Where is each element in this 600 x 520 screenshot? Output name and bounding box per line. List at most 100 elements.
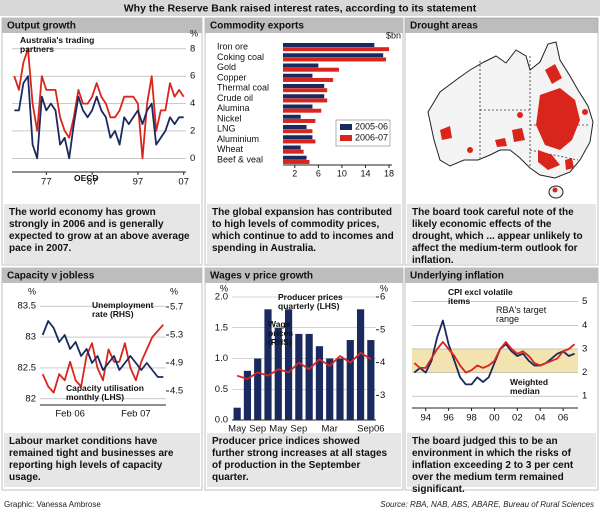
x-tick-label: Sep xyxy=(249,424,266,435)
series-label: Capacity utilisation monthly (LHS) xyxy=(66,383,144,402)
panel-header xyxy=(205,268,403,283)
y-tick-label: 5 xyxy=(582,296,587,307)
series-label: OECD xyxy=(74,173,99,183)
category-label: Coking coal xyxy=(217,52,264,62)
drought-map: Drought areas xyxy=(405,18,598,199)
category-label: Copper xyxy=(217,72,247,82)
x-tick-label: 00 xyxy=(489,413,500,424)
panel-header xyxy=(405,18,598,33)
series-line xyxy=(41,324,164,394)
bar xyxy=(283,108,322,113)
y-unit: % xyxy=(190,28,198,38)
caption: The board judged this to be an environme… xyxy=(412,436,574,495)
panel-title: Underlying inflation xyxy=(410,271,504,282)
y-tick-label: 2 xyxy=(582,367,587,378)
bar xyxy=(367,340,375,420)
bar xyxy=(283,118,316,123)
x-tick-label: Mar xyxy=(322,424,338,435)
series-label: Wage prices (RHS) xyxy=(268,319,294,347)
y2-tick-label: 3 xyxy=(380,390,385,401)
category-label: Beef & veal xyxy=(217,154,263,164)
caption-bg xyxy=(407,204,596,264)
bar xyxy=(233,407,241,420)
panel-title: Capacity v jobless xyxy=(7,271,95,282)
y2-unit: % xyxy=(170,286,178,296)
panel-header xyxy=(205,18,403,33)
bar xyxy=(284,309,293,420)
category-label: LNG xyxy=(217,124,236,134)
bar xyxy=(283,88,328,93)
series-line xyxy=(14,75,184,160)
y-tick-label: 82 xyxy=(25,393,36,404)
caption: The world economy has grown strongly in … xyxy=(9,207,190,254)
y-tick-label: 4 xyxy=(190,98,195,109)
caption-bg xyxy=(4,204,200,264)
y-tick-label: 0.0 xyxy=(215,415,228,426)
bar xyxy=(283,114,301,119)
footer-source: Source: RBA, NAB, ABS, ABARE, Bureau of … xyxy=(380,500,594,509)
series-line xyxy=(236,351,372,380)
series-label: CPI excl volatile items xyxy=(448,287,513,306)
x-tick-label: 6 xyxy=(316,168,321,178)
series-line xyxy=(413,341,576,374)
y-unit: % xyxy=(220,283,228,293)
y-tick-label: 0 xyxy=(190,153,195,164)
bar xyxy=(326,358,334,420)
bar xyxy=(283,139,316,144)
caption: The board took careful note of the likel… xyxy=(412,207,583,266)
x-tick-label: 02 xyxy=(512,413,523,424)
x-tick-label: 18 xyxy=(384,168,394,178)
panel-title: Commodity exports xyxy=(210,21,304,32)
series-line xyxy=(41,320,164,378)
x-tick-label: 04 xyxy=(535,413,546,424)
y-tick-label: 3 xyxy=(582,343,587,354)
title-bar xyxy=(0,0,600,16)
series-line xyxy=(13,47,185,160)
y2-tick-label: 4.9 xyxy=(170,358,183,369)
caption: Labour market conditions have remained t… xyxy=(9,436,174,483)
caption-bg xyxy=(207,204,401,264)
bar xyxy=(283,63,319,68)
legend-label: 2006-07 xyxy=(355,132,388,142)
x-tick-label: 10 xyxy=(337,168,347,178)
bar xyxy=(283,53,384,58)
x-tick-label: Sep xyxy=(290,424,307,435)
category-label: Iron ore xyxy=(217,42,248,52)
caption-bg xyxy=(207,433,401,487)
x-tick-label: 94 xyxy=(420,413,431,424)
band-label: RBA's target range xyxy=(496,305,547,324)
y2-tick-label: 5.3 xyxy=(170,330,183,341)
y-tick-label: 1 xyxy=(582,391,587,402)
y-tick-label: 2 xyxy=(190,125,195,136)
x-tick-label: 14 xyxy=(360,168,370,178)
bar xyxy=(283,98,328,103)
category-label: Crude oil xyxy=(217,93,253,103)
series-label: Australia's trading partners xyxy=(20,35,95,54)
y2-tick-label: 5 xyxy=(380,324,385,335)
bar xyxy=(283,67,339,72)
y-tick-label: 83.5 xyxy=(18,301,37,312)
category-label: Gold xyxy=(217,62,236,72)
category-label: Aluminium xyxy=(217,134,259,144)
series-label: Weighted median xyxy=(510,377,549,396)
bar xyxy=(283,149,304,154)
page-title: Why the Reserve Bank raised interest rat… xyxy=(124,2,477,14)
bar xyxy=(315,346,324,420)
bar xyxy=(295,333,303,420)
y-tick-label: 2.0 xyxy=(215,292,228,303)
bar xyxy=(283,125,307,129)
y2-tick-label: 5.7 xyxy=(170,302,183,313)
caption: Producer price indices showed further st… xyxy=(212,436,388,483)
panel-title: Output growth xyxy=(7,21,76,32)
panel-title: Drought areas xyxy=(410,21,478,32)
y-tick-label: 83 xyxy=(25,332,36,343)
bar xyxy=(283,104,313,109)
series-label: Producer prices quarterly (LHS) xyxy=(278,292,343,311)
panel-header xyxy=(2,18,202,33)
y-tick-label: 1.5 xyxy=(215,322,228,333)
caption: The global expansion has contributed to … xyxy=(212,207,394,254)
bar xyxy=(283,57,387,62)
drought-areas xyxy=(440,64,588,193)
